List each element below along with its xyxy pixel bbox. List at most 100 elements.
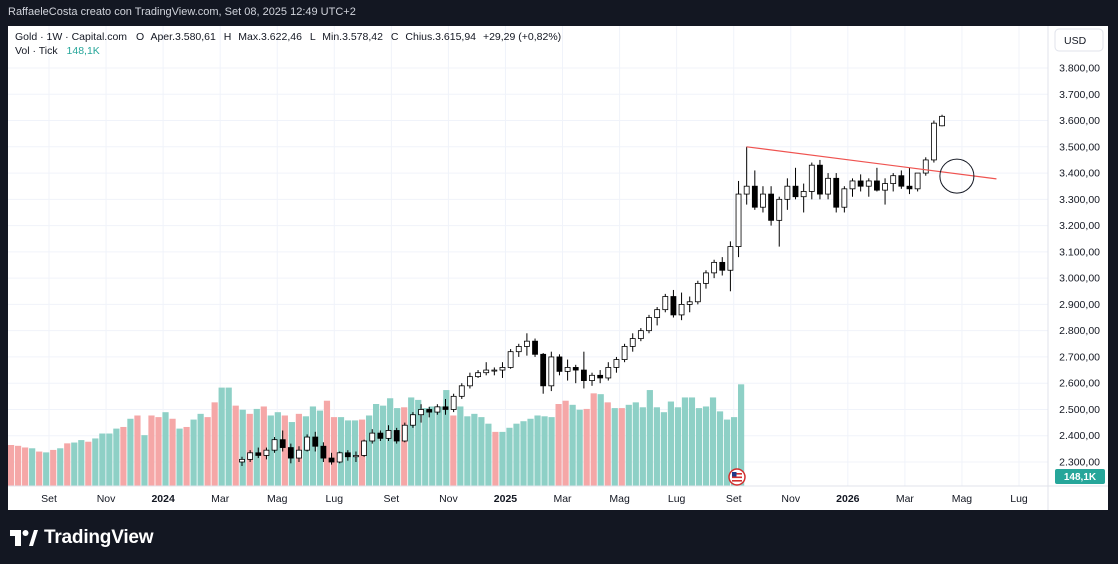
volume-bar — [520, 421, 527, 486]
volume-bar — [267, 415, 274, 486]
volume-bar — [64, 443, 71, 486]
candle-body — [662, 296, 669, 311]
candle — [898, 170, 905, 189]
candle — [344, 450, 351, 461]
price-axis[interactable]: 3.800,00 3.700,00 3.600,00 3.500,00 3.400,00… — [1059, 63, 1100, 469]
volume-bar — [127, 418, 134, 486]
legend-high-value: Max.3.622,46 — [238, 31, 302, 43]
candle — [507, 349, 514, 369]
candle — [336, 451, 343, 464]
legend-open-label: O — [136, 31, 144, 43]
price-tick-label: 3.500,00 — [1059, 141, 1100, 153]
volume-bar — [141, 435, 148, 486]
volume-bar — [134, 415, 141, 486]
candle — [287, 443, 294, 464]
price-chart[interactable]: 3.800,00 3.700,00 3.600,00 3.500,00 3.400,00… — [8, 26, 1108, 510]
volume-bar — [723, 419, 731, 486]
legend-change: +29,29 (+0,82%) — [483, 31, 561, 43]
volume-bar — [190, 419, 197, 486]
time-axis[interactable]: Set Nov 2024 Mar Mag Lug Set Nov 2025 Mar Mag Lug Se… — [41, 493, 1028, 505]
candle-body — [874, 180, 880, 191]
volume-bar — [730, 417, 738, 486]
volume-bars — [8, 384, 745, 486]
candles[interactable] — [239, 114, 945, 466]
candle-body — [239, 458, 245, 463]
candle — [711, 259, 718, 279]
candle — [499, 362, 506, 378]
candle — [857, 174, 864, 192]
candle — [678, 292, 685, 321]
candle — [939, 114, 945, 127]
candle-body — [711, 261, 718, 274]
annotations[interactable] — [746, 146, 997, 194]
volume-bar — [22, 447, 29, 486]
candle-body — [792, 185, 799, 198]
candle — [727, 241, 734, 292]
volume-bar — [471, 413, 478, 486]
price-tick-label: 2.700,00 — [1059, 351, 1100, 363]
candle — [670, 289, 677, 318]
volume-bar — [436, 406, 443, 486]
candle-body — [450, 395, 457, 410]
candle — [377, 430, 384, 441]
candle-body — [678, 303, 685, 316]
volume-badge: 148,1K — [1055, 469, 1105, 484]
candle — [255, 447, 262, 459]
candle — [475, 370, 481, 378]
volume-bar — [597, 394, 604, 486]
candle-body — [768, 193, 774, 221]
volume-bar — [646, 390, 653, 486]
legend-open-value: Aper.3.580,61 — [150, 31, 216, 43]
candle — [393, 427, 400, 444]
candle — [751, 170, 758, 210]
volume-bar — [394, 408, 401, 486]
volume-bar — [50, 449, 57, 486]
candle — [841, 186, 848, 213]
candle — [931, 120, 937, 163]
candle — [467, 372, 473, 389]
candle — [247, 450, 254, 462]
attribution-text: RaffaeleCosta creato con TradingView.com… — [8, 6, 356, 18]
volume-bar — [239, 409, 246, 486]
volume-bar — [155, 417, 162, 486]
volume-bar — [464, 416, 471, 486]
volume-bar — [183, 426, 190, 486]
candle-body — [507, 351, 514, 368]
candle — [458, 383, 465, 399]
time-tick-label: Set — [41, 493, 57, 505]
legend-row-volume: Vol · Tick 148,1K — [15, 45, 100, 57]
tradingview-logo[interactable]: TradingView — [10, 527, 154, 549]
candle — [556, 354, 563, 376]
candle — [694, 280, 701, 305]
volume-bar — [632, 402, 639, 486]
candle — [882, 178, 888, 205]
currency-button[interactable]: USD — [1054, 28, 1104, 52]
candle-body — [694, 282, 701, 303]
trendline — [746, 146, 997, 180]
volume-bar — [57, 448, 64, 486]
legend-row-main: Gold · 1W · Capital.com O Aper.3.580,61 … — [15, 31, 561, 43]
us-flag-icon[interactable] — [728, 468, 746, 486]
candle-body — [515, 346, 522, 353]
candle — [849, 178, 856, 197]
price-tick-label: 2.900,00 — [1059, 299, 1100, 311]
volume-bar — [709, 397, 717, 486]
volume-bar — [590, 393, 597, 486]
candle-body — [751, 185, 758, 208]
volume-bar — [36, 451, 43, 486]
candle — [743, 146, 750, 205]
legend-symbol: Gold · 1W · Capital.com — [15, 31, 127, 43]
time-tick-label: Lug — [326, 493, 344, 505]
chart-frame[interactable]: 3.800,00 3.700,00 3.600,00 3.500,00 3.400,00… — [8, 26, 1108, 510]
candle-body — [857, 180, 864, 187]
candle — [271, 437, 278, 453]
price-tick-label: 3.800,00 — [1059, 63, 1100, 75]
candle-body — [800, 191, 807, 198]
attribution-bar: RaffaeleCosta creato con TradingView.com… — [0, 0, 1118, 26]
volume-bar — [162, 412, 169, 486]
candle — [662, 293, 669, 313]
volume-bar — [373, 404, 380, 486]
candle — [776, 196, 783, 247]
candle-body — [336, 452, 343, 463]
time-tick-label: 2024 — [151, 493, 175, 505]
